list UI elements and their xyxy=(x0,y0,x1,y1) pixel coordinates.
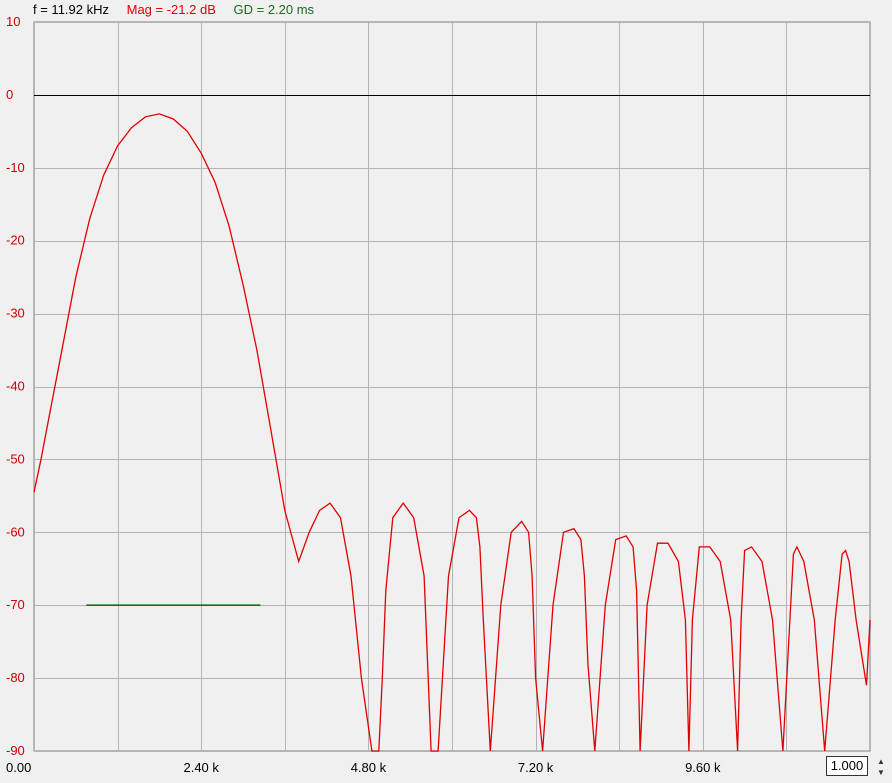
y-tick-label: 10 xyxy=(6,14,20,29)
y-tick-label: -90 xyxy=(6,743,25,758)
frequency-readout: f = 11.92 kHz xyxy=(33,2,109,17)
y-tick-label: -60 xyxy=(6,524,25,539)
x-tick-label: 2.40 k xyxy=(183,760,219,775)
cursor-readout: f = 11.92 kHz Mag = -21.2 dB GD = 2.20 m… xyxy=(33,2,328,17)
y-tick-label: -30 xyxy=(6,306,25,321)
x-tick-label: 9.60 k xyxy=(685,760,721,775)
x-tick-label: 7.20 k xyxy=(518,760,554,775)
magnitude-series-line xyxy=(33,113,871,752)
spin-up-icon[interactable]: ▲ xyxy=(877,757,885,766)
magnitude-readout: Mag = -21.2 dB xyxy=(126,2,216,17)
x-tick-label: 0.00 xyxy=(6,760,31,775)
y-tick-label: -10 xyxy=(6,160,25,175)
y-tick-label: -70 xyxy=(6,597,25,612)
group-delay-readout: GD = 2.20 ms xyxy=(233,2,315,17)
y-tick-label: -80 xyxy=(6,670,25,685)
y-tick-label: -50 xyxy=(6,451,25,466)
y-tick-label: -40 xyxy=(6,379,25,394)
x-tick-label: 4.80 k xyxy=(351,760,387,775)
zoom-input[interactable]: 1.000 xyxy=(826,756,868,776)
spin-down-icon[interactable]: ▼ xyxy=(877,768,885,777)
y-tick-label: 0 xyxy=(6,87,13,102)
y-tick-label: -20 xyxy=(6,233,25,248)
zoom-spinner[interactable]: ▲ ▼ xyxy=(872,756,890,778)
